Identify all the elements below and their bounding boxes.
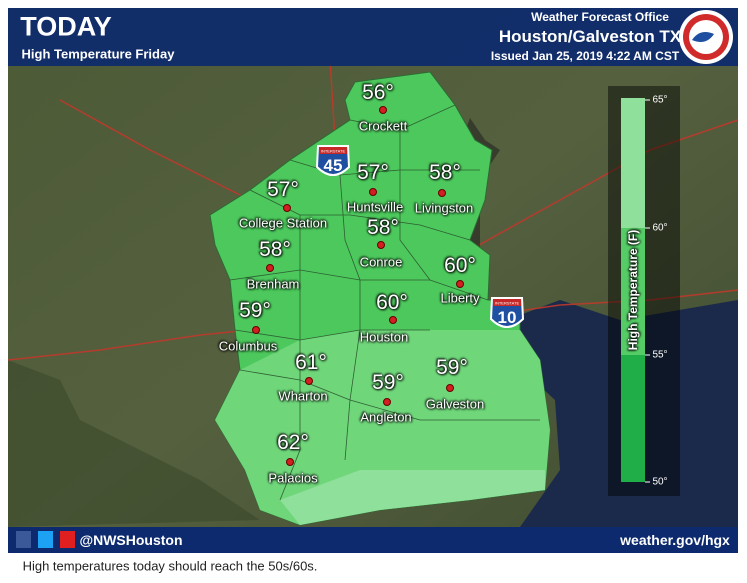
shield-label: INTERSTATE <box>494 300 520 306</box>
header-bar <box>8 8 738 66</box>
shield-number: 45 <box>323 156 343 175</box>
city-marker <box>305 377 313 385</box>
subtitle: High Temperature Friday <box>21 46 175 62</box>
social-handle: @NWSHouston <box>79 532 183 548</box>
city-name: Livingston <box>414 200 474 216</box>
city-temp: 59° <box>436 356 468 379</box>
city-name: Columbus <box>218 338 278 354</box>
city-temp: 61° <box>295 351 327 374</box>
city-name: Angleton <box>360 409 412 425</box>
city-name: Wharton <box>278 388 328 404</box>
terrain <box>8 360 260 527</box>
warmest-zone <box>280 470 545 525</box>
city-marker <box>286 458 294 466</box>
city-temp: 58° <box>367 216 399 239</box>
legend-swatch <box>621 355 645 482</box>
location: Houston/Galveston TX <box>498 27 682 46</box>
city-marker <box>456 280 464 288</box>
city-name: Palacios <box>268 470 318 486</box>
legend-swatch <box>621 228 645 355</box>
issued: Issued Jan 25, 2019 4:22 AM CST <box>490 49 680 63</box>
city-temp: 57° <box>357 161 389 184</box>
city-marker <box>446 384 454 392</box>
city-name: Liberty <box>440 290 480 306</box>
nws-logo-cloud <box>692 32 714 42</box>
interstate-shield-top <box>319 147 347 154</box>
twitter-icon <box>38 531 53 548</box>
office: Weather Forecast Office <box>531 10 669 24</box>
city-temp: 58° <box>259 238 291 261</box>
footer-bar <box>8 527 738 553</box>
caption: High temperatures today should reach the… <box>22 558 318 574</box>
city-marker <box>252 326 260 334</box>
city-temp: 62° <box>277 431 309 454</box>
legend-tick-label: 50° <box>652 476 668 488</box>
city-marker <box>266 264 274 272</box>
legend-title: High Temperature (F) <box>626 229 640 351</box>
city-name: Conroe <box>359 254 403 270</box>
city-marker <box>379 106 387 114</box>
gulf-water <box>480 300 738 527</box>
city-temp: 57° <box>267 178 299 201</box>
city-temp: 59° <box>372 371 404 394</box>
website: weather.gov/hgx <box>620 532 730 548</box>
city-name: Galveston <box>425 396 485 412</box>
title: TODAY <box>20 11 112 42</box>
city-name: College Station <box>238 215 328 231</box>
city-temp: 56° <box>362 81 394 104</box>
city-name: Crockett <box>358 118 408 134</box>
city-temp: 58° <box>429 161 461 184</box>
city-temp: 59° <box>239 299 271 322</box>
city-name: Huntsville <box>346 199 404 215</box>
city-temp: 60° <box>376 291 408 314</box>
facebook-icon <box>16 531 31 548</box>
city-marker <box>438 189 446 197</box>
shield-number: 10 <box>497 308 517 327</box>
youtube-icon <box>60 531 75 548</box>
legend-tick-label: 60° <box>652 222 668 234</box>
city-marker <box>377 241 385 249</box>
city-name: Houston <box>359 329 409 345</box>
city-name: Brenham <box>246 276 300 292</box>
city-temp: 60° <box>444 254 476 277</box>
legend-tick-label: 55° <box>652 349 668 361</box>
city-marker <box>383 398 391 406</box>
city-marker <box>389 316 397 324</box>
county-lines <box>229 104 540 501</box>
legend-tick-label: 65° <box>652 94 668 106</box>
legend-swatch <box>621 98 645 228</box>
shield-label: INTERSTATE <box>320 148 346 154</box>
city-marker <box>369 188 377 196</box>
interstate-shield-top <box>493 299 521 306</box>
city-marker <box>283 204 291 212</box>
